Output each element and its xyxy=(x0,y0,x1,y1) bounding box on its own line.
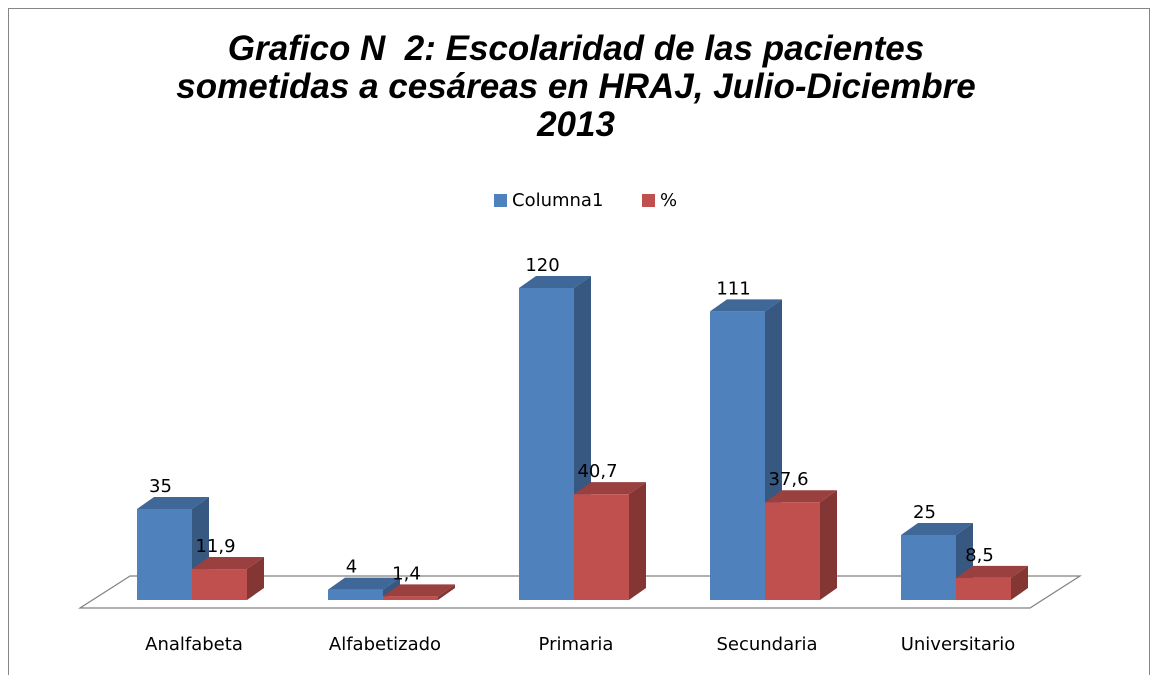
legend-swatch xyxy=(642,194,655,207)
x-tick-label: Alfabetizado xyxy=(329,634,441,655)
bar-front xyxy=(328,589,383,600)
bar-side xyxy=(1011,565,1028,600)
data-label: 111 xyxy=(716,278,750,299)
bar xyxy=(383,584,455,600)
bar-side xyxy=(438,584,455,600)
bar-top xyxy=(956,565,1028,578)
data-label: 11,9 xyxy=(195,536,235,557)
data-label: 37,6 xyxy=(768,469,808,490)
bar-top xyxy=(192,557,264,570)
bar-top xyxy=(137,497,209,509)
bar-front xyxy=(383,596,438,600)
data-label: 4 xyxy=(346,557,357,578)
bar-top xyxy=(383,584,455,597)
data-label: 35 xyxy=(149,476,172,497)
bar-side xyxy=(820,490,837,600)
x-tick-label: Universitario xyxy=(901,634,1016,655)
bar xyxy=(765,490,837,600)
bar-top xyxy=(574,482,646,495)
chart-title: Grafico N 2: Escolaridad de las paciente… xyxy=(176,29,986,144)
bar-front xyxy=(956,577,1011,600)
data-label: 120 xyxy=(525,255,559,276)
bar xyxy=(956,565,1028,600)
bar-front xyxy=(137,509,192,600)
bar xyxy=(574,482,646,600)
data-label: 25 xyxy=(913,502,936,523)
x-tick-label: Primaria xyxy=(539,634,614,655)
x-tick-label: Analfabeta xyxy=(145,634,243,655)
x-tick-label: Secundaria xyxy=(716,634,817,655)
legend-swatch xyxy=(494,194,507,207)
data-label: 1,4 xyxy=(392,563,421,584)
bar-side xyxy=(629,482,646,600)
bar-front xyxy=(192,569,247,600)
bar-front xyxy=(765,502,820,600)
bar-top xyxy=(901,523,973,535)
bar-top xyxy=(328,577,400,590)
bar-top xyxy=(765,490,837,503)
bar-top xyxy=(710,299,782,312)
data-label: 40,7 xyxy=(577,461,617,482)
bar xyxy=(192,557,264,600)
floor xyxy=(77,575,1083,609)
legend-label: % xyxy=(660,190,677,211)
bar-front xyxy=(710,311,765,600)
bar-front xyxy=(901,535,956,600)
data-label: 8,5 xyxy=(965,545,994,566)
bar-side xyxy=(247,557,264,600)
bar-front xyxy=(519,288,574,600)
bar-top xyxy=(519,276,591,288)
bar-front xyxy=(574,494,629,600)
legend-label: Columna1 xyxy=(512,190,603,211)
chart-border xyxy=(8,8,1150,675)
